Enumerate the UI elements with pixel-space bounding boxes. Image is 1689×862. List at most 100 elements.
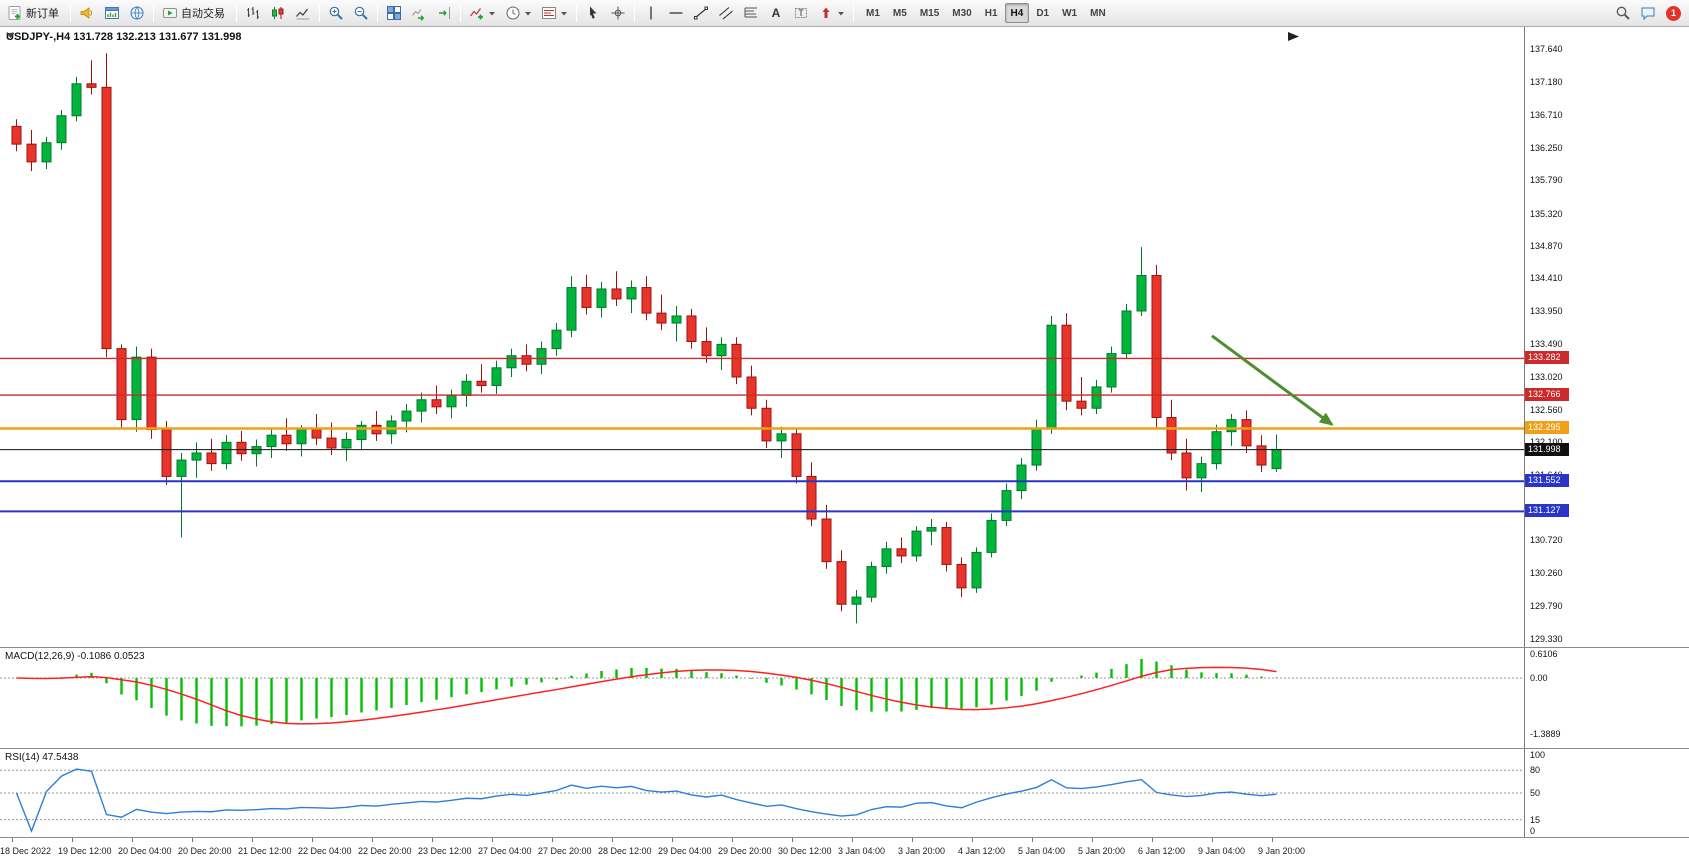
time-axis-label: 23 Dec 12:00 bbox=[418, 846, 472, 856]
trend-arrow-object[interactable] bbox=[1211, 334, 1334, 426]
macd-panel: 0.6106 0.00 -1.3889 MACD(12,26,9) -0.1086 … bbox=[0, 647, 1689, 748]
time-axis-label: 9 Jan 04:00 bbox=[1198, 846, 1246, 856]
rsi-axis: 100 80 50 15 0 bbox=[1524, 749, 1689, 837]
price-level-badge: 131.998 bbox=[1525, 442, 1569, 456]
rsi-canvas[interactable] bbox=[0, 749, 1524, 837]
macd-canvas[interactable] bbox=[0, 648, 1524, 748]
tile-windows-button[interactable] bbox=[382, 2, 406, 24]
time-axis-tick bbox=[612, 838, 613, 842]
macd-histogram bbox=[30, 659, 1278, 727]
autotrade-button[interactable]: 自动交易 bbox=[158, 2, 232, 24]
candlestick-mode-button[interactable] bbox=[266, 2, 290, 24]
time-axis-label: 28 Dec 12:00 bbox=[598, 846, 652, 856]
fibonacci-icon bbox=[744, 7, 757, 18]
zoom-in-icon bbox=[329, 6, 343, 20]
megaphone-icon bbox=[80, 7, 93, 19]
text-label-button[interactable]: T bbox=[789, 2, 813, 24]
fibonacci-button[interactable] bbox=[739, 2, 763, 24]
channel-button[interactable] bbox=[714, 2, 738, 24]
toolbar-separator bbox=[153, 4, 154, 22]
main-chart-panel: 137.640 137.180 136.710 136.250 135.790 135.3… bbox=[0, 27, 1689, 647]
timeframe-button-d1[interactable]: D1 bbox=[1036, 7, 1050, 19]
zoom-out-icon bbox=[354, 6, 368, 20]
price-level-badge: 132.295 bbox=[1525, 421, 1569, 435]
arrow-stamp-icon bbox=[822, 7, 830, 18]
timeframe-button-m5[interactable]: M5 bbox=[892, 7, 907, 19]
periods-button[interactable] bbox=[501, 2, 536, 24]
price-level-badge: 132.766 bbox=[1525, 388, 1569, 402]
bar-chart-mode-button[interactable] bbox=[241, 2, 265, 24]
svg-text:A: A bbox=[772, 6, 781, 20]
trendline-button[interactable] bbox=[689, 2, 713, 24]
timeframe-button-m15[interactable]: M15 bbox=[919, 7, 940, 19]
time-axis-tick bbox=[1272, 838, 1273, 842]
rsi-line bbox=[15, 768, 1277, 833]
chart-menu-icon[interactable] bbox=[6, 31, 15, 40]
price-axis-label: 129.790 bbox=[1530, 601, 1563, 612]
toolbar-separator bbox=[236, 4, 237, 22]
text-label-icon: T bbox=[795, 8, 807, 18]
indicators-button[interactable] bbox=[465, 2, 500, 24]
timeframe-button-m1[interactable]: M1 bbox=[866, 7, 880, 19]
candlestick-series bbox=[11, 53, 1282, 624]
chat-button[interactable] bbox=[1636, 2, 1660, 24]
time-axis-label: 29 Dec 20:00 bbox=[718, 846, 772, 856]
channel-icon bbox=[719, 7, 733, 20]
time-axis-tick bbox=[492, 838, 493, 842]
timeframe-toolbar: M1 M5 M15 M30 H1 H4 D1 W1 MN bbox=[860, 3, 1112, 23]
main-toolbar: 新订单 自动交易 bbox=[0, 0, 1689, 27]
text-button[interactable]: A bbox=[764, 2, 788, 24]
main-chart-canvas[interactable] bbox=[0, 27, 1524, 647]
cursor-button[interactable] bbox=[581, 2, 605, 24]
price-axis-label: 137.180 bbox=[1530, 76, 1563, 87]
shapes-button[interactable] bbox=[814, 2, 849, 24]
new-order-icon bbox=[8, 6, 21, 20]
price-axis-label: 132.560 bbox=[1530, 404, 1563, 415]
time-axis-tick bbox=[792, 838, 793, 842]
timeframe-button-h1[interactable]: H1 bbox=[984, 7, 998, 19]
autotrade-label: 自动交易 bbox=[181, 8, 225, 20]
rsi-label: RSI(14) 47.5438 bbox=[5, 752, 79, 763]
news-button[interactable] bbox=[75, 2, 99, 24]
zoom-out-button[interactable] bbox=[349, 2, 373, 24]
search-button[interactable] bbox=[1611, 2, 1635, 24]
auto-scroll-button[interactable] bbox=[407, 2, 431, 24]
time-axis-tick bbox=[552, 838, 553, 842]
templates-button[interactable] bbox=[537, 2, 572, 24]
price-axis-label: 136.710 bbox=[1530, 110, 1563, 121]
time-axis-label: 18 Dec 2022 bbox=[0, 846, 52, 856]
time-axis-tick bbox=[312, 838, 313, 842]
time-axis-tick bbox=[132, 838, 133, 842]
crosshair-button[interactable] bbox=[606, 2, 630, 24]
timeframe-button-mn[interactable]: MN bbox=[1090, 7, 1106, 19]
tile-windows-icon bbox=[387, 6, 401, 20]
line-chart-mode-button[interactable] bbox=[291, 2, 315, 24]
zoom-in-button[interactable] bbox=[324, 2, 348, 24]
web-terminal-button[interactable] bbox=[125, 2, 149, 24]
price-axis-label: 134.870 bbox=[1530, 240, 1563, 251]
price-axis[interactable]: 137.640 137.180 136.710 136.250 135.790 135.3… bbox=[1524, 27, 1689, 647]
time-axis-label: 6 Jan 12:00 bbox=[1138, 846, 1186, 856]
vertical-line-button[interactable] bbox=[639, 2, 663, 24]
timeframe-button-w1[interactable]: W1 bbox=[1062, 7, 1078, 19]
time-axis-tick bbox=[1212, 838, 1213, 842]
time-axis[interactable]: 18 Dec 2022 19 Dec 12:00 20 Dec 04:00 20 De… bbox=[0, 837, 1689, 862]
price-axis-label: 133.950 bbox=[1530, 305, 1563, 316]
rsi-axis-label: 50 bbox=[1530, 788, 1541, 798]
timeframe-button-m30[interactable]: M30 bbox=[952, 7, 972, 19]
rsi-panel: 100 80 50 15 0 RSI(14) 47.5438 bbox=[0, 748, 1689, 837]
new-order-button[interactable]: 新订单 bbox=[3, 2, 66, 24]
rsi-axis-label: 0 bbox=[1530, 826, 1536, 836]
chart-shift-button[interactable] bbox=[432, 2, 456, 24]
toolbar-separator bbox=[319, 4, 320, 22]
time-axis-tick bbox=[372, 838, 373, 842]
chart-shift-marker bbox=[1288, 32, 1299, 41]
notification-badge[interactable]: 1 bbox=[1666, 5, 1681, 21]
timeframe-button-h4[interactable]: H4 bbox=[1004, 3, 1030, 23]
charts-window-button[interactable] bbox=[100, 2, 124, 24]
time-axis-tick bbox=[72, 838, 73, 842]
clock-icon bbox=[506, 6, 520, 20]
line-chart-icon bbox=[296, 8, 310, 20]
horizontal-line-button[interactable] bbox=[664, 2, 688, 24]
chevron-down-icon bbox=[561, 12, 567, 16]
